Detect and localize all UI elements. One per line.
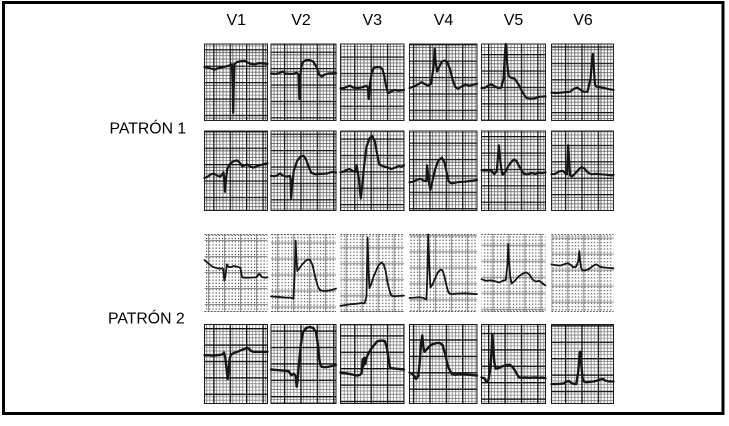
svg-text:V5: V5: [504, 12, 524, 29]
svg-text:V1: V1: [227, 12, 247, 29]
svg-text:V2: V2: [291, 12, 311, 29]
svg-text:PATRÓN 2: PATRÓN 2: [108, 308, 185, 327]
svg-text:PATRÓN 1: PATRÓN 1: [110, 118, 187, 137]
svg-text:V4: V4: [434, 12, 454, 29]
svg-text:V6: V6: [573, 12, 593, 29]
svg-text:V3: V3: [363, 12, 383, 29]
